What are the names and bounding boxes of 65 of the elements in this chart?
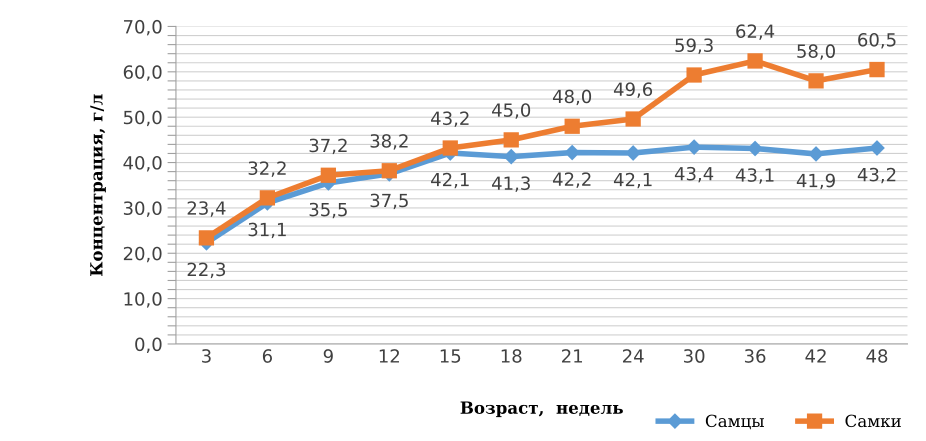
data-label: 48,0: [552, 90, 592, 106]
x-tick-label: 12: [380, 349, 399, 363]
data-label: 43,1: [736, 168, 774, 184]
point: [626, 111, 641, 127]
y-tick-label: 10,0: [124, 292, 162, 308]
x-tick-label: 48: [866, 349, 888, 363]
data-label: 45,0: [492, 103, 530, 119]
point: [198, 230, 214, 246]
x-tick-label: 30: [684, 349, 704, 363]
data-label: 42,1: [431, 172, 469, 188]
data-label: 38,2: [370, 134, 408, 150]
point: [808, 73, 824, 89]
data-label: 43,4: [674, 166, 714, 182]
x-tick-label: 15: [440, 349, 460, 363]
data-label: 37,2: [310, 138, 347, 154]
legend-label: Самцы: [706, 414, 764, 430]
data-label: 42,1: [614, 172, 652, 188]
data-label: 59,3: [675, 38, 713, 54]
y-tick-label: 60,0: [124, 65, 162, 81]
data-label: 43,2: [858, 168, 896, 184]
data-label: 23,4: [188, 201, 226, 217]
data-label: 41,3: [492, 176, 530, 192]
data-label: 60,5: [858, 32, 896, 48]
y-tick-label: 20,0: [124, 246, 162, 262]
legend-label: Самки: [845, 414, 901, 428]
y-tick-label: 40,0: [123, 156, 162, 172]
x-tick-label: 9: [324, 349, 333, 363]
data-label: 31,1: [248, 222, 286, 238]
x-tick-label: 36: [744, 349, 766, 363]
point: [869, 140, 885, 156]
point: [808, 146, 824, 162]
data-label: 35,5: [310, 202, 347, 218]
point: [869, 62, 885, 78]
point: [442, 140, 458, 156]
data-label: 42,2: [552, 172, 590, 188]
y-tick-label: 30,0: [124, 201, 162, 217]
x-tick-label: 6: [262, 349, 272, 363]
point: [382, 163, 397, 178]
x-tick-label: 21: [562, 349, 582, 363]
point: [504, 132, 519, 148]
x-axis-title: Возраст, недель: [460, 402, 623, 418]
x-tick-label: 3: [202, 349, 211, 363]
y-tick-label: 0,0: [135, 337, 162, 353]
x-tick-label: 42: [805, 349, 826, 363]
data-label: 32,2: [248, 161, 286, 177]
y-tick-label: 70,0: [124, 20, 162, 36]
point: [504, 149, 519, 164]
y-axis-title: Концентрация, г/л: [90, 94, 106, 276]
point: [748, 140, 763, 156]
data-label: 37,5: [370, 194, 408, 210]
data-label: 49,6: [614, 82, 652, 98]
data-label: 62,4: [736, 24, 774, 40]
y-tick-label: 50,0: [124, 110, 162, 126]
point: [320, 168, 336, 183]
x-tick-label: 24: [622, 349, 644, 363]
point: [747, 53, 763, 69]
data-label: 43,2: [431, 111, 469, 127]
point: [564, 118, 580, 134]
point: [626, 145, 641, 161]
data-label: 58,0: [797, 44, 835, 60]
x-tick-label: 18: [502, 349, 522, 363]
data-label: 22,3: [188, 262, 226, 278]
data-label: 41,9: [796, 174, 835, 190]
point: [686, 67, 702, 83]
point: [260, 190, 276, 206]
